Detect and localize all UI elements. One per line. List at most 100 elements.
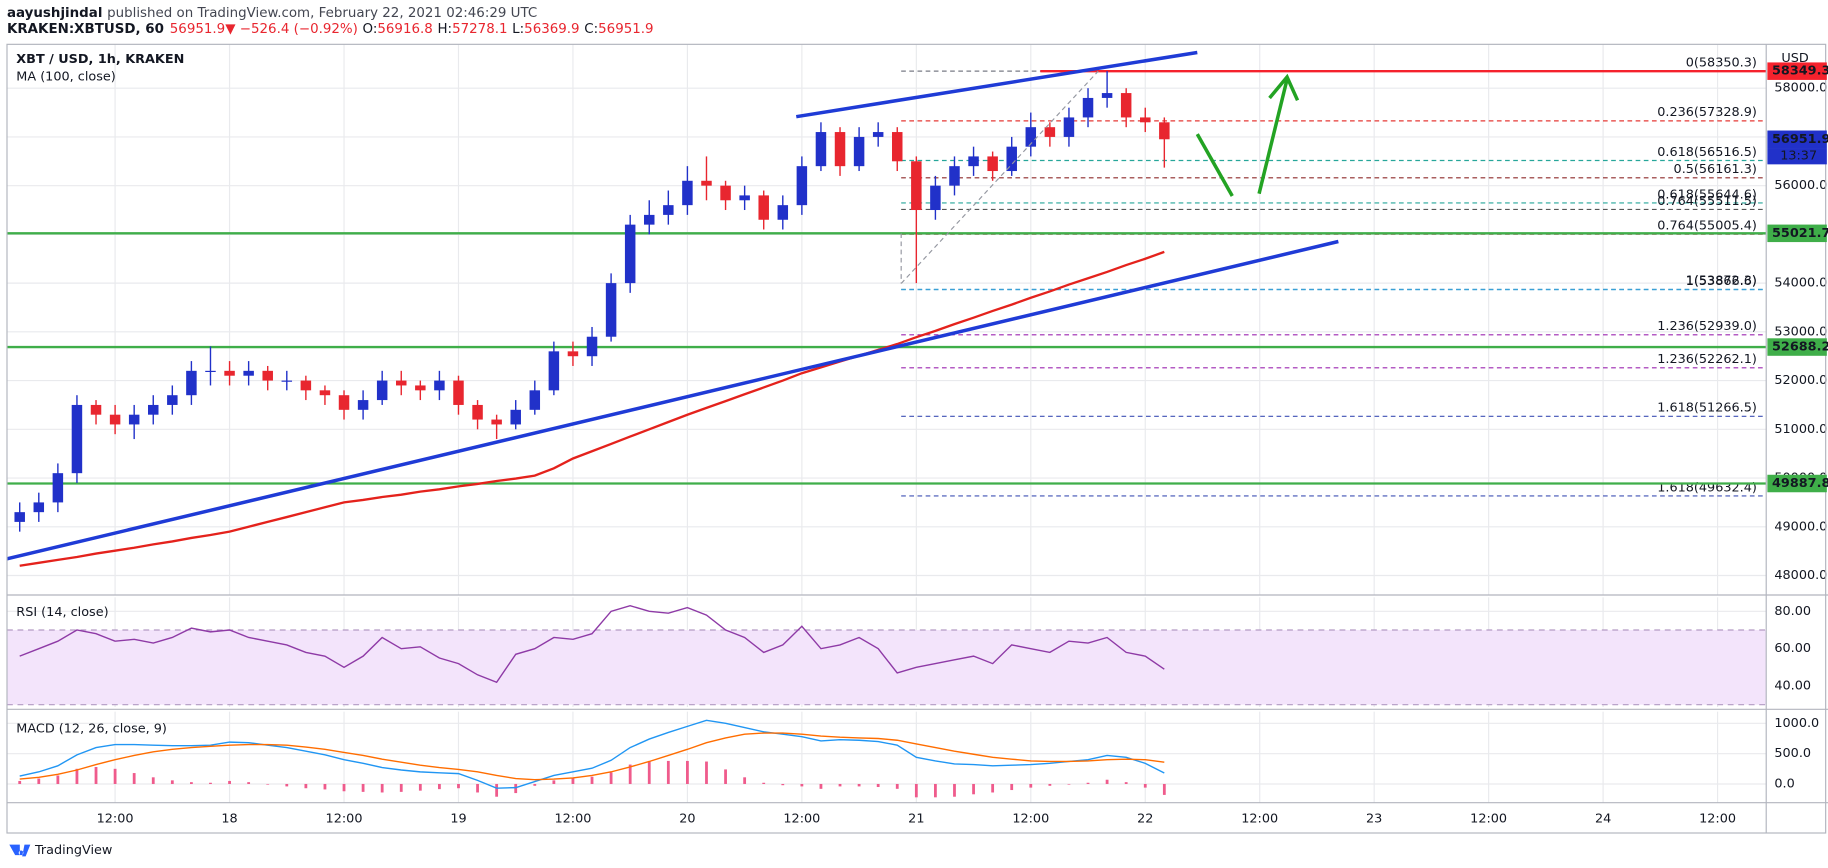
histogram-bar: [75, 768, 79, 784]
candle-body: [300, 380, 312, 391]
histogram-bar: [1124, 782, 1128, 784]
signal-line: [19, 732, 1165, 781]
histogram-bar: [934, 783, 937, 798]
histogram-bar: [666, 760, 670, 784]
histogram-bar: [628, 764, 632, 784]
candle-body: [224, 370, 235, 376]
fib-label: 0.764(55005.4): [1657, 218, 1757, 233]
histogram-bar: [1067, 783, 1071, 785]
candle-body: [815, 132, 827, 167]
countdown-tag: [1767, 148, 1827, 165]
ohlc-label: C:: [584, 22, 598, 37]
fib-label: 0.764(55511.5): [1657, 194, 1757, 209]
histogram-bar: [476, 783, 479, 793]
candle-body: [319, 390, 331, 396]
histogram-bar: [895, 783, 899, 789]
candle-body: [586, 336, 598, 357]
candle-body: [682, 180, 693, 206]
histogram-bar: [418, 783, 422, 791]
histogram-bar: [132, 773, 136, 784]
candle-body: [90, 404, 102, 415]
candle-body: [33, 502, 45, 513]
candle-body: [529, 390, 541, 410]
y-tick-label: 500.0: [1774, 746, 1811, 761]
price-tag: [1767, 224, 1827, 243]
fib-label: 1.236(52262.1): [1657, 352, 1757, 367]
candle-body: [396, 380, 407, 386]
candle-body: [853, 136, 865, 167]
axis-unit: USD: [1781, 51, 1809, 66]
plot-area: 48000.049000.050000.051000.052000.053000…: [6, 44, 1827, 803]
published: published on TradingView.com, February 2…: [107, 6, 537, 21]
candle-body: [758, 195, 769, 220]
histogram-bar: [819, 783, 823, 789]
x-tick-label: 12:00: [97, 811, 134, 826]
histogram-bar: [113, 768, 117, 784]
histogram-bar: [170, 780, 174, 784]
ohlc-label: H:: [437, 22, 452, 37]
x-tick-label: 24: [1595, 811, 1611, 826]
ohlc-value: 56369.9: [524, 22, 579, 37]
candle-body: [663, 205, 674, 215]
y-tick-label: 53000.0: [1774, 324, 1827, 339]
histogram-bar: [972, 783, 975, 795]
histogram-bar: [1029, 783, 1033, 788]
candle-body: [109, 414, 121, 425]
candle-body: [567, 351, 579, 357]
y-tick-label: 58000.0: [1774, 81, 1827, 96]
candle-body: [720, 185, 731, 201]
histogram-bar: [285, 783, 289, 787]
y-tick-label: 60.00: [1774, 641, 1811, 656]
candle-body: [415, 385, 426, 391]
price-tag-label: 55021.7: [1772, 226, 1828, 241]
candle-body: [71, 404, 83, 474]
histogram-bar: [590, 776, 594, 784]
candle-body: [357, 400, 369, 410]
last-price: 56951.9: [170, 22, 225, 37]
histogram-bar: [876, 783, 880, 788]
candle-body: [376, 380, 388, 401]
fib-label: 0(58350.3): [1686, 55, 1757, 70]
x-tick-label: 23: [1366, 811, 1382, 826]
candle-body: [167, 395, 178, 405]
y-tick-label: 51000.0: [1774, 422, 1827, 437]
candle-body: [1120, 93, 1132, 118]
symbol-line: KRAKEN:XBTUSD, 60 56951.9▼ −526.4 (−0.92%…: [7, 22, 654, 37]
fib-trend: [900, 70, 1099, 284]
fib-label: 0.5(56161.3): [1674, 162, 1757, 177]
price-tag: [1767, 338, 1827, 356]
candle-body: [510, 409, 521, 425]
x-tick-label: 12:00: [783, 811, 820, 826]
candle-body: [1082, 97, 1094, 118]
x-tick-label: 12:00: [1470, 811, 1507, 826]
x-tick-label: 12:00: [1012, 811, 1049, 826]
histogram-bar: [438, 783, 441, 790]
histogram-bar: [1143, 783, 1147, 788]
histogram-bar: [762, 782, 766, 784]
candle-body: [148, 404, 159, 415]
ohlc-label: O:: [363, 22, 378, 37]
histogram-bar: [94, 766, 98, 784]
histogram-bar: [380, 783, 384, 793]
ohlc-value: 57278.1: [452, 22, 507, 37]
candle-body: [872, 132, 884, 137]
x-tick-label: 12:00: [554, 811, 591, 826]
histogram-bar: [514, 783, 518, 794]
histogram-bar: [1048, 783, 1052, 786]
candle-body: [892, 132, 903, 162]
histogram-bar: [361, 783, 365, 792]
arrow: [1257, 78, 1289, 195]
histogram-bar: [857, 783, 861, 787]
histogram-bar: [838, 783, 842, 787]
frame: [6, 43, 1827, 834]
candle-body: [1063, 117, 1075, 137]
histogram-bar: [1010, 783, 1014, 791]
ohlc-label: L:: [512, 22, 524, 37]
candle-body: [1044, 127, 1056, 137]
y-tick-label: 52000.0: [1774, 373, 1827, 388]
price-tag-label: 56951.9: [1772, 132, 1828, 147]
candle-body: [701, 180, 712, 186]
arrow: [1195, 133, 1234, 197]
x-tick-label: 12:00: [1241, 811, 1278, 826]
arrow-head: [1268, 73, 1300, 102]
